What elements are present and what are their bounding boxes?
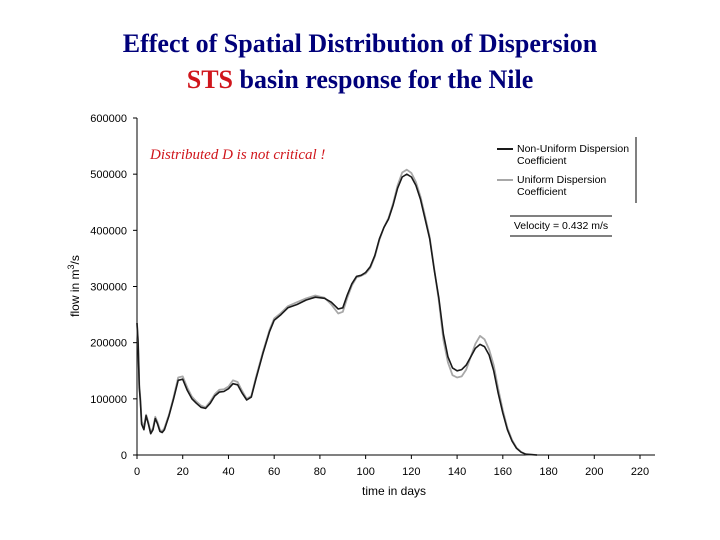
slide-subtitle: STS basin response for the Nile <box>0 64 720 96</box>
y-axis: 0 100000 200000 300000 400000 500000 600000 <box>90 113 138 462</box>
slide-title: Effect of Spatial Distribution of Disper… <box>122 29 598 58</box>
y-tick-label: 300000 <box>90 282 127 294</box>
x-axis: 0 20 40 60 80 100 120 140 160 180 200 220 <box>134 454 655 478</box>
y-axis-label-main: flow in m <box>68 270 82 317</box>
y-axis-label: flow in m3/s <box>66 255 82 317</box>
x-tick-label: 160 <box>494 466 512 478</box>
y-tick-label: 0 <box>121 450 127 462</box>
x-tick-label: 60 <box>268 466 280 478</box>
x-axis-label: time in days <box>362 484 426 498</box>
y-tick-label: 100000 <box>90 394 127 406</box>
series-line <box>136 168 538 456</box>
series-layer <box>136 168 538 456</box>
y-axis-label-suffix: /s <box>68 255 82 264</box>
y-tick-label: 400000 <box>90 225 127 237</box>
x-tick-label: 40 <box>222 466 234 478</box>
x-tick-label: 140 <box>448 466 466 478</box>
x-tick-label: 200 <box>585 466 603 478</box>
legend-label: Uniform Dispersion <box>517 174 606 186</box>
velocity-note: Velocity = 0.432 m/s <box>510 215 612 237</box>
legend-label: Non-Uniform Dispersion <box>517 143 629 155</box>
x-tick-label: 20 <box>177 466 189 478</box>
x-tick-label: 100 <box>356 466 374 478</box>
y-tick-label: 600000 <box>90 113 127 125</box>
x-tick-label: 180 <box>539 466 557 478</box>
note-text: Velocity = 0.432 m/s <box>514 220 608 232</box>
legend-label: Coefficient <box>517 186 567 198</box>
x-tick-label: 120 <box>402 466 420 478</box>
subtitle-rest: basin response for the Nile <box>233 65 534 94</box>
x-tick-label: 220 <box>631 466 649 478</box>
y-tick-label: 500000 <box>90 169 127 181</box>
legend-label: Coefficient <box>517 155 567 167</box>
legend: Non-Uniform DispersionCoefficientUniform… <box>497 137 637 203</box>
series-line <box>136 173 538 456</box>
y-axis-label-superscript: 3 <box>66 264 76 269</box>
y-tick-label: 200000 <box>90 338 127 350</box>
chart-annotation: Distributed D is not critical ! <box>149 147 325 163</box>
x-tick-label: 80 <box>314 466 326 478</box>
x-tick-label: 0 <box>134 466 140 478</box>
subtitle-accent: STS <box>186 65 234 94</box>
